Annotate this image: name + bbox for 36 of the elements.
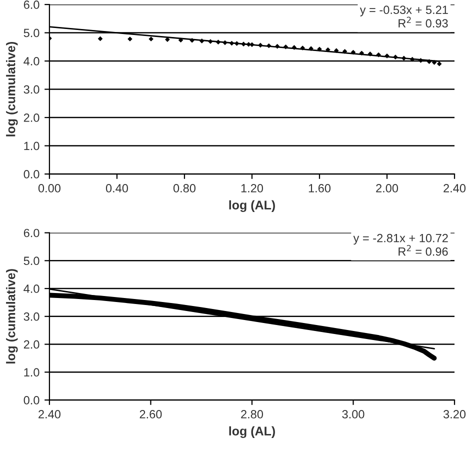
y-tick-label: 6.0	[24, 0, 40, 9]
x-tick-label: 3.20	[443, 410, 466, 418]
point	[165, 37, 170, 42]
y-tick-label: 5.0	[24, 28, 40, 38]
y-tick-label: 1.0	[24, 368, 40, 377]
x-tick-label: 1.60	[308, 184, 331, 192]
y-tick-label: 2.0	[24, 340, 40, 349]
x-tick-label: 3.00	[342, 410, 364, 418]
y-tick-label: 5.0	[24, 256, 40, 266]
x-tick-label: 2.40	[444, 184, 466, 192]
x-tick-label: 2.40	[38, 410, 60, 418]
y-tick-label: 0.0	[24, 396, 40, 404]
annotation: y = -0.53x + 5.21	[360, 6, 448, 16]
y-tick-label: 3.0	[24, 85, 40, 94]
annotation: R$^{2}$ = 0.93	[398, 16, 448, 28]
y-tick-label: 4.0	[24, 284, 40, 293]
annotation: R$^{2}$ = 0.96	[398, 245, 448, 256]
y-axis-title: log (cumulative)	[6, 42, 18, 136]
x-axis-title: log (AL)	[229, 426, 275, 438]
x-tick-label: 2.60	[140, 410, 162, 418]
x-axis-title: log (AL)	[229, 200, 275, 212]
x-tick-label: 0.40	[106, 184, 128, 192]
y-tick-label: 2.0	[24, 114, 40, 122]
y-tick-label: 0.0	[24, 170, 40, 178]
annotation: y = -2.81x + 10.72	[353, 234, 448, 245]
y-tick-label: 3.0	[24, 312, 40, 321]
x-tick-label: 0.00	[38, 184, 60, 192]
x-tick-label: 0.80	[173, 184, 196, 192]
x-tick-label: 2.00	[376, 184, 398, 192]
y-tick-label: 4.0	[24, 57, 40, 66]
y-axis-title: log (cumulative)	[6, 269, 18, 364]
point	[436, 61, 442, 66]
y-tick-label: 1.0	[24, 142, 40, 150]
x-tick-label: 1.20	[241, 184, 264, 192]
x-tick-label: 2.80	[241, 410, 264, 418]
y-tick-label: 6.0	[24, 228, 40, 238]
